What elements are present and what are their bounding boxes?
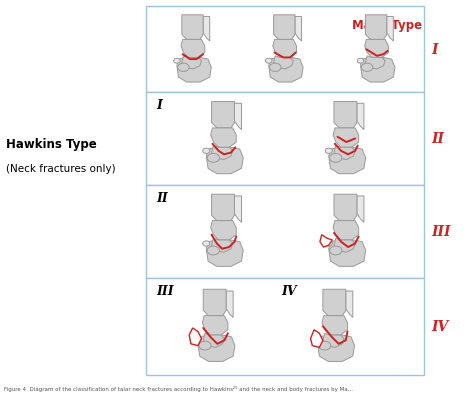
Polygon shape bbox=[203, 17, 210, 42]
Polygon shape bbox=[211, 221, 236, 240]
Polygon shape bbox=[323, 290, 346, 316]
Polygon shape bbox=[333, 221, 359, 240]
Text: I: I bbox=[431, 43, 438, 57]
Ellipse shape bbox=[314, 336, 321, 341]
Polygon shape bbox=[202, 316, 228, 335]
Polygon shape bbox=[273, 57, 293, 70]
Ellipse shape bbox=[203, 149, 210, 154]
Ellipse shape bbox=[178, 64, 189, 72]
Polygon shape bbox=[322, 316, 347, 335]
Polygon shape bbox=[365, 16, 387, 41]
Polygon shape bbox=[235, 104, 241, 130]
Text: IV: IV bbox=[282, 284, 297, 297]
Polygon shape bbox=[235, 196, 241, 223]
Polygon shape bbox=[211, 146, 233, 160]
Polygon shape bbox=[211, 195, 235, 221]
Ellipse shape bbox=[265, 59, 272, 64]
Polygon shape bbox=[329, 240, 365, 267]
Polygon shape bbox=[273, 41, 297, 58]
Polygon shape bbox=[203, 334, 224, 348]
Polygon shape bbox=[177, 58, 211, 83]
Ellipse shape bbox=[199, 341, 211, 350]
Ellipse shape bbox=[325, 149, 332, 154]
Polygon shape bbox=[323, 334, 344, 348]
Polygon shape bbox=[203, 290, 226, 316]
Polygon shape bbox=[365, 57, 385, 70]
Polygon shape bbox=[273, 16, 295, 41]
Polygon shape bbox=[334, 146, 355, 160]
Polygon shape bbox=[295, 17, 301, 42]
Text: Figure 4  Diagram of the classification of talar neck fractures according to Haw: Figure 4 Diagram of the classification o… bbox=[4, 385, 353, 391]
Polygon shape bbox=[211, 129, 236, 148]
Ellipse shape bbox=[329, 247, 342, 255]
Bar bbox=[146, 7, 424, 93]
Polygon shape bbox=[357, 104, 364, 130]
Text: II: II bbox=[156, 191, 168, 204]
Ellipse shape bbox=[194, 336, 201, 341]
Polygon shape bbox=[206, 240, 243, 267]
Ellipse shape bbox=[319, 341, 331, 350]
Polygon shape bbox=[318, 335, 355, 362]
Polygon shape bbox=[181, 41, 205, 58]
Polygon shape bbox=[357, 196, 364, 223]
Bar bbox=[146, 185, 424, 278]
Ellipse shape bbox=[361, 64, 373, 72]
Text: II: II bbox=[431, 132, 444, 146]
Ellipse shape bbox=[207, 154, 219, 163]
Polygon shape bbox=[346, 291, 353, 318]
Polygon shape bbox=[211, 102, 235, 129]
Polygon shape bbox=[189, 328, 201, 346]
Polygon shape bbox=[269, 58, 303, 83]
Text: (Neck fractures only): (Neck fractures only) bbox=[6, 164, 116, 173]
Bar bbox=[146, 93, 424, 185]
Polygon shape bbox=[361, 58, 395, 83]
Text: III: III bbox=[156, 284, 173, 297]
Polygon shape bbox=[310, 330, 323, 348]
Polygon shape bbox=[387, 17, 393, 42]
Polygon shape bbox=[211, 239, 233, 253]
Ellipse shape bbox=[173, 59, 180, 64]
Polygon shape bbox=[206, 148, 243, 174]
Polygon shape bbox=[333, 129, 359, 148]
Text: III: III bbox=[431, 225, 451, 239]
Polygon shape bbox=[334, 102, 357, 129]
Ellipse shape bbox=[270, 64, 281, 72]
Bar bbox=[146, 278, 424, 375]
Polygon shape bbox=[320, 235, 332, 247]
Polygon shape bbox=[334, 195, 357, 221]
Polygon shape bbox=[329, 148, 365, 174]
Polygon shape bbox=[182, 16, 203, 41]
Ellipse shape bbox=[207, 247, 219, 255]
Polygon shape bbox=[365, 41, 388, 58]
Text: Hawkins Type: Hawkins Type bbox=[6, 138, 97, 151]
Ellipse shape bbox=[203, 241, 210, 247]
Ellipse shape bbox=[325, 241, 332, 247]
Polygon shape bbox=[226, 291, 233, 318]
Text: I: I bbox=[156, 99, 162, 112]
Text: IV: IV bbox=[431, 320, 448, 333]
Polygon shape bbox=[334, 239, 355, 253]
Ellipse shape bbox=[329, 154, 342, 163]
Polygon shape bbox=[198, 335, 235, 362]
Text: Marti Type: Marti Type bbox=[352, 19, 422, 32]
Ellipse shape bbox=[357, 59, 364, 64]
Polygon shape bbox=[182, 57, 201, 70]
